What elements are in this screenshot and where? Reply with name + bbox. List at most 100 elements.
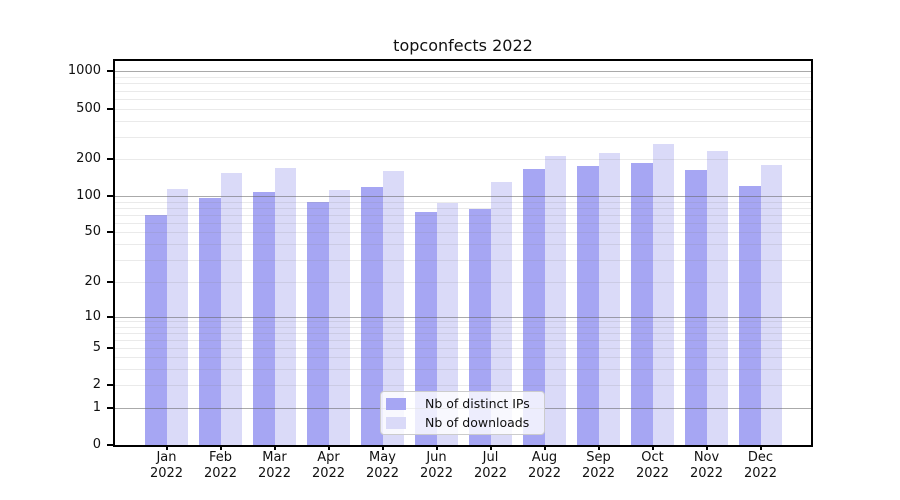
gridline-minor-500 xyxy=(115,109,811,111)
gridline-minor-70 xyxy=(115,214,811,216)
y-tick-label-1000: 1000 xyxy=(67,63,101,78)
gridline-minor-7 xyxy=(115,332,811,334)
gridline-minor-700 xyxy=(115,90,811,92)
y-tick-mark-0 xyxy=(107,444,115,446)
bar-distinct-ips-dec xyxy=(739,185,761,445)
y-tick-label-0: 0 xyxy=(92,437,101,452)
gridline-minor-2 xyxy=(115,385,811,386)
gridline-minor-40 xyxy=(115,244,811,246)
legend-label-distinct-ips: Nb of distinct IPs xyxy=(425,396,530,411)
y-tick-mark-20 xyxy=(107,280,115,283)
y-tick-mark-100 xyxy=(107,195,115,198)
bar-downloads-apr xyxy=(328,190,350,445)
x-tick-mark-apr xyxy=(327,445,330,450)
x-tick-mark-sep xyxy=(597,445,600,450)
bar-downloads-may xyxy=(382,171,404,445)
gridline-major-1000 xyxy=(115,71,811,72)
chart-title: topconfects 2022 xyxy=(393,36,533,55)
x-tick-mark-dec xyxy=(759,445,762,450)
x-tick-mark-feb xyxy=(219,445,222,450)
x-tick-mark-nov xyxy=(705,445,708,450)
bar-distinct-ips-may xyxy=(361,186,383,445)
gridline-minor-50 xyxy=(115,232,811,233)
bar-downloads-oct xyxy=(652,143,674,445)
bar-downloads-dec xyxy=(760,164,782,445)
gridline-minor-60 xyxy=(115,222,811,224)
x-tick-mark-may xyxy=(381,445,384,450)
y-tick-label-20: 20 xyxy=(84,273,101,289)
bar-downloads-feb xyxy=(220,173,242,445)
x-tick-label-may: May 2022 xyxy=(365,450,400,481)
gridline-minor-5 xyxy=(115,348,811,349)
gridline-minor-8 xyxy=(115,326,811,328)
gridline-minor-4 xyxy=(115,357,811,358)
x-tick-label-jul: Jul 2022 xyxy=(473,450,508,481)
bar-distinct-ips-sep xyxy=(577,165,599,445)
gridline-minor-9 xyxy=(115,321,811,323)
bar-distinct-ips-nov xyxy=(685,170,707,445)
x-tick-mark-jun xyxy=(435,445,438,450)
bar-distinct-ips-aug xyxy=(523,168,545,445)
x-tick-label-apr: Apr 2022 xyxy=(311,450,346,481)
y-tick-label-50: 50 xyxy=(84,224,101,239)
legend-swatch-downloads xyxy=(386,416,406,429)
legend-item-distinct-ips: Nb of distinct IPs xyxy=(386,394,538,413)
y-tick-label-1: 1 xyxy=(92,400,101,415)
x-tick-mark-jan xyxy=(165,445,168,450)
bar-downloads-sep xyxy=(598,152,620,445)
y-tick-label-200: 200 xyxy=(76,150,101,166)
y-tick-label-500: 500 xyxy=(76,101,101,117)
gridline-minor-80 xyxy=(115,207,811,209)
x-tick-label-jun: Jun 2022 xyxy=(419,450,454,481)
gridline-minor-800 xyxy=(115,83,811,85)
bar-distinct-ips-feb xyxy=(199,197,221,445)
y-tick-label-100: 100 xyxy=(76,188,101,204)
gridline-minor-300 xyxy=(115,136,811,138)
legend-swatch-distinct-ips xyxy=(386,397,406,410)
gridline-minor-400 xyxy=(115,121,811,123)
x-tick-label-aug: Aug 2022 xyxy=(527,450,562,481)
y-tick-mark-1 xyxy=(107,407,115,409)
gridline-major-10 xyxy=(115,316,811,318)
bar-distinct-ips-jun xyxy=(415,211,437,445)
x-tick-mark-jul xyxy=(489,445,492,450)
x-tick-label-dec: Dec 2022 xyxy=(743,450,778,481)
bar-distinct-ips-apr xyxy=(307,201,329,445)
y-tick-label-2: 2 xyxy=(92,377,101,392)
x-tick-label-jan: Jan 2022 xyxy=(149,450,184,481)
bar-distinct-ips-mar xyxy=(253,191,275,445)
x-tick-label-sep: Sep 2022 xyxy=(581,450,616,481)
y-tick-label-5: 5 xyxy=(92,340,101,355)
y-tick-mark-1000 xyxy=(107,70,115,72)
gridline-minor-6 xyxy=(115,339,811,341)
x-tick-label-oct: Oct 2022 xyxy=(635,450,670,481)
y-tick-mark-500 xyxy=(107,108,115,111)
y-tick-mark-50 xyxy=(107,231,115,233)
gridline-major-100 xyxy=(115,196,811,198)
gridline-minor-90 xyxy=(115,201,811,203)
legend: Nb of distinct IPs Nb of downloads xyxy=(380,391,545,435)
bar-downloads-jun xyxy=(436,203,458,445)
x-tick-mark-mar xyxy=(273,445,276,450)
bar-distinct-ips-jan xyxy=(145,214,167,445)
bar-downloads-mar xyxy=(274,168,296,445)
y-tick-mark-5 xyxy=(107,347,115,349)
x-tick-mark-oct xyxy=(651,445,654,450)
x-tick-label-nov: Nov 2022 xyxy=(689,450,724,481)
legend-label-downloads: Nb of downloads xyxy=(425,415,530,430)
bar-downloads-aug xyxy=(544,155,566,445)
bar-downloads-nov xyxy=(706,150,728,445)
gridline-minor-3 xyxy=(115,368,811,370)
bar-downloads-jul xyxy=(490,182,512,445)
y-tick-label-10: 10 xyxy=(84,308,101,324)
x-tick-mark-aug xyxy=(543,445,546,450)
x-tick-label-feb: Feb 2022 xyxy=(203,450,238,481)
gridline-minor-600 xyxy=(115,99,811,101)
gridline-minor-200 xyxy=(115,158,811,160)
y-tick-mark-2 xyxy=(107,384,115,386)
y-tick-mark-200 xyxy=(107,157,115,160)
bar-distinct-ips-oct xyxy=(631,163,653,445)
gridline-minor-30 xyxy=(115,259,811,261)
y-tick-mark-10 xyxy=(107,315,115,318)
